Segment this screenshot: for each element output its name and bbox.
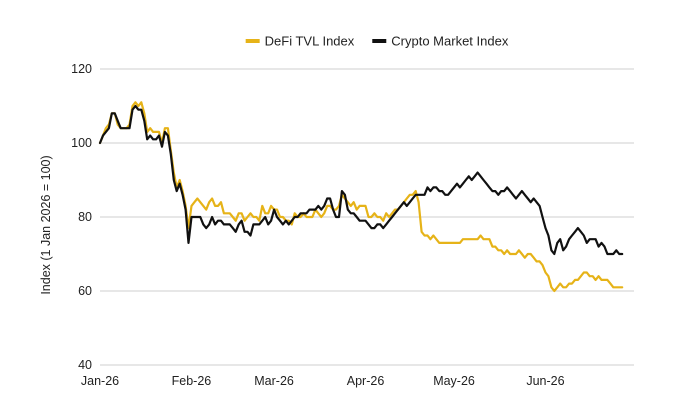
legend: DeFi TVL Index Crypto Market Index <box>245 34 509 49</box>
y-axis-label: Index (1 Jan 2026 = 100) <box>39 155 53 294</box>
legend-label: DeFi TVL Index <box>265 34 355 49</box>
legend-label: Crypto Market Index <box>391 34 509 49</box>
y-tick-label: 120 <box>71 62 92 76</box>
series-group <box>98 101 624 293</box>
y-tick-label: 60 <box>78 284 92 298</box>
x-tick-label: Feb-26 <box>172 374 212 388</box>
x-tick-label: Jun-26 <box>526 374 564 388</box>
x-tick-label: Mar-26 <box>254 374 294 388</box>
y-tick-label: 40 <box>78 358 92 372</box>
series-line-crypto-market-index <box>98 104 624 256</box>
legend-item: DeFi TVL Index <box>245 34 355 49</box>
x-tick-label: May-26 <box>433 374 475 388</box>
y-axis-ticks: 40 60 80 100 120 <box>71 62 92 372</box>
y-tick-label: 100 <box>71 136 92 150</box>
series-line-defi-tvl-index <box>98 101 624 293</box>
x-tick-label: Jan-26 <box>81 374 119 388</box>
gridlines <box>100 68 634 366</box>
x-axis-ticks: Jan-26 Feb-26 Mar-26 Apr-26 May-26 Jun-26 <box>81 374 565 388</box>
x-tick-label: Apr-26 <box>347 374 385 388</box>
y-tick-label: 80 <box>78 210 92 224</box>
legend-item: Crypto Market Index <box>372 34 509 49</box>
